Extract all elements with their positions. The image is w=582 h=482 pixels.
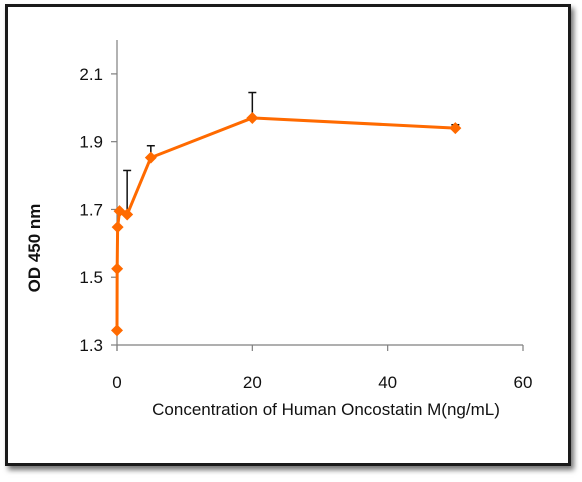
y-tick-label: 1.5: [79, 268, 103, 287]
x-axis-title: Concentration of Human Oncostatin M(ng/m…: [152, 400, 500, 419]
data-point: [246, 111, 259, 124]
x-tick-label: 0: [112, 373, 121, 392]
y-tick-label: 1.9: [79, 133, 103, 152]
data-point: [121, 208, 134, 221]
y-tick-label: 1.7: [79, 200, 103, 219]
y-axis-title: OD 450 nm: [25, 204, 44, 293]
data-point: [111, 221, 124, 234]
data-point: [111, 262, 124, 275]
data-point: [144, 151, 157, 164]
series-line: [115, 116, 456, 331]
chart-frame: [5, 4, 571, 466]
x-tick-label: 40: [378, 373, 397, 392]
y-tick-label: 1.3: [79, 336, 103, 355]
x-tick-label: 20: [243, 373, 262, 392]
data-point: [449, 122, 462, 135]
data-point: [111, 324, 123, 337]
x-tick-label: 60: [514, 373, 533, 392]
y-tick-label: 2.1: [79, 65, 103, 84]
